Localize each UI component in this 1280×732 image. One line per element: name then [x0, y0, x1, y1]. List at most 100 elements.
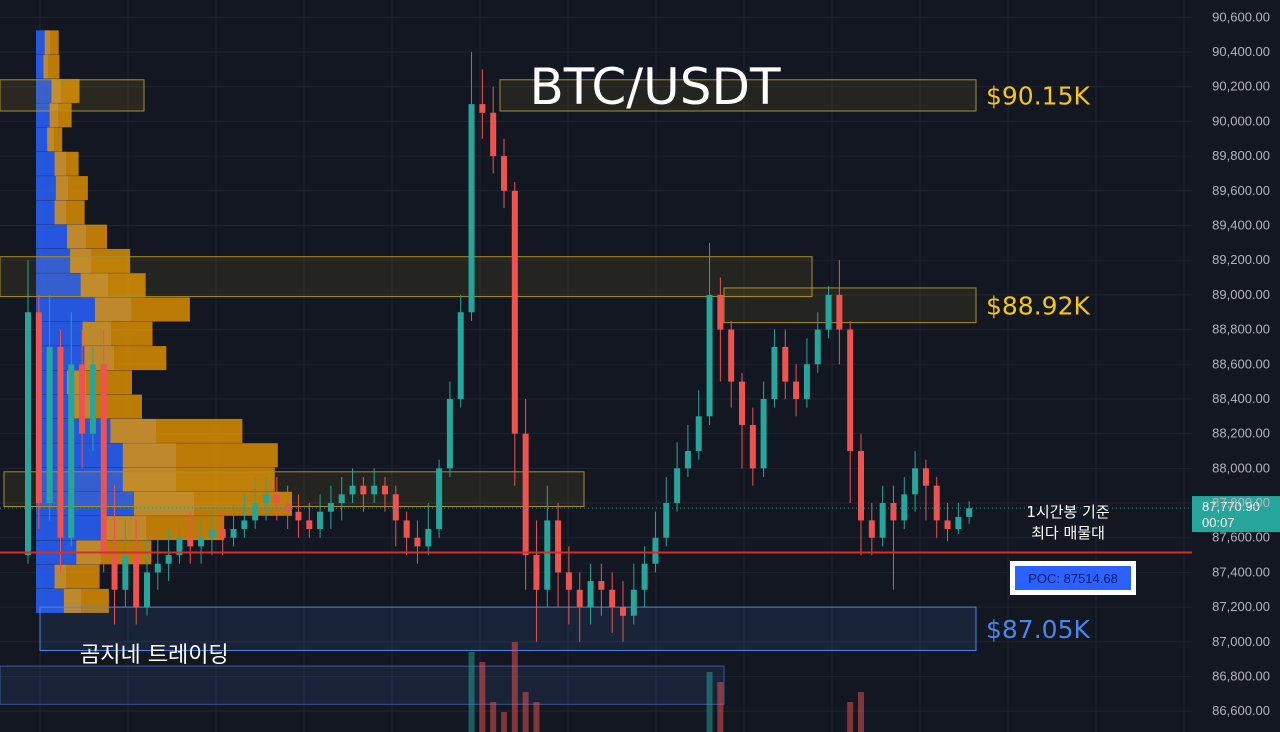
price-tick-label: 88,000.00: [1212, 460, 1270, 475]
price-tick-label: 89,000.00: [1212, 287, 1270, 302]
candle-body: [382, 485, 388, 495]
price-tick-label: 88,400.00: [1212, 391, 1270, 406]
candle-body: [436, 468, 443, 530]
candle-body: [392, 494, 399, 521]
profile-bar-orange: [47, 127, 63, 152]
price-tick-label: 86,800.00: [1212, 668, 1270, 683]
candle-body: [922, 468, 929, 486]
candle-body: [187, 537, 194, 547]
candle-body: [695, 416, 702, 451]
profile-bar-orange: [44, 30, 59, 55]
candles: [25, 52, 973, 642]
candle-body: [706, 294, 713, 417]
profile-bar-orange: [55, 176, 88, 201]
candle-body: [728, 329, 735, 382]
candle-body: [565, 572, 572, 590]
price-tick-label: 88,200.00: [1212, 426, 1270, 441]
candle-body: [858, 450, 864, 521]
candle-body: [208, 529, 215, 538]
candle-body: [89, 364, 96, 434]
candle-body: [522, 433, 529, 556]
candle-body: [771, 346, 778, 399]
candle-body: [674, 468, 681, 504]
candle-body: [944, 520, 951, 530]
candle-body: [100, 364, 107, 556]
candle-body: [760, 398, 767, 469]
candle-body: [79, 364, 86, 434]
candle-body: [241, 520, 248, 530]
candle-body: [317, 511, 324, 530]
candle-body: [111, 555, 118, 590]
candle-body: [457, 312, 464, 399]
candle-body: [609, 589, 616, 608]
price-tick-label: 89,600.00: [1212, 183, 1270, 198]
candle-body: [868, 520, 875, 538]
zone-87-wide: [3, 471, 585, 508]
timeframe-note: 1시간봉 기준: [1026, 503, 1110, 521]
candle-body: [620, 607, 626, 616]
candle-body: [879, 503, 886, 538]
profile-bar-orange: [122, 443, 278, 468]
price-tick-label: 86,600.00: [1212, 703, 1270, 718]
price-tick-label: 89,400.00: [1212, 217, 1270, 232]
candle-body: [544, 520, 551, 590]
candle-body: [371, 485, 378, 495]
volume-bar: [847, 702, 854, 732]
candle-body: [230, 529, 237, 538]
poc-box: POC: 87514.68: [1010, 561, 1136, 595]
price-tick-label: 89,200.00: [1212, 252, 1270, 267]
volume-bar: [468, 652, 475, 732]
profile-bar-orange: [82, 321, 153, 346]
candle-body: [749, 424, 756, 469]
profile-bar-orange: [67, 370, 132, 395]
price-axis[interactable]: 86,600.00 86,800.00 87,000.00 87,200.00 87,4…: [1212, 9, 1270, 718]
candle-body: [122, 555, 129, 590]
candle-body: [349, 485, 356, 495]
profile-bar-orange: [80, 273, 146, 298]
profile-bar-orange: [94, 297, 190, 322]
candle-body: [338, 494, 345, 504]
profile-bar-orange: [43, 54, 60, 79]
candle-body: [68, 364, 75, 538]
level-zone: [39, 606, 977, 651]
level-zone: [723, 287, 977, 324]
price-tick-label: 87,400.00: [1212, 564, 1270, 579]
candle-body: [25, 312, 31, 556]
level-label: $88.92K: [986, 291, 1090, 320]
candle-body: [511, 190, 518, 434]
candle-body: [403, 520, 410, 538]
candle-body: [425, 529, 432, 547]
candle-body: [912, 468, 919, 495]
candle-body: [501, 156, 507, 191]
volume-bar: [511, 642, 518, 732]
candle-body: [782, 346, 789, 382]
candle-body: [46, 346, 53, 504]
volume-bar: [522, 692, 529, 732]
volume-bar: [501, 712, 507, 732]
candle-body: [490, 112, 497, 157]
volume-bar: [479, 662, 486, 732]
candle-body: [598, 581, 605, 590]
price-tick-label: 88,600.00: [1212, 356, 1270, 371]
candle-body: [684, 450, 691, 469]
price-tick-label: 87,800.00: [1212, 495, 1270, 510]
candle-body: [263, 494, 269, 504]
level-label: $90.15K: [986, 81, 1090, 110]
candle-body: [717, 294, 724, 330]
candle-body: [630, 589, 637, 616]
candle-body: [739, 381, 745, 425]
profile-bar-orange: [67, 224, 107, 249]
candle-body: [576, 589, 583, 608]
profile-bar-orange: [70, 248, 131, 273]
candle-body: [295, 511, 302, 521]
poc-label: POC: 87514.68: [1028, 571, 1118, 586]
candle-body: [933, 485, 940, 521]
current-price-countdown: 00:07: [1202, 515, 1235, 530]
volume-bar: [490, 702, 497, 732]
profile-bar-orange: [110, 418, 243, 443]
price-tick-label: 90,200.00: [1212, 79, 1270, 94]
price-tick-label: 89,800.00: [1212, 148, 1270, 163]
